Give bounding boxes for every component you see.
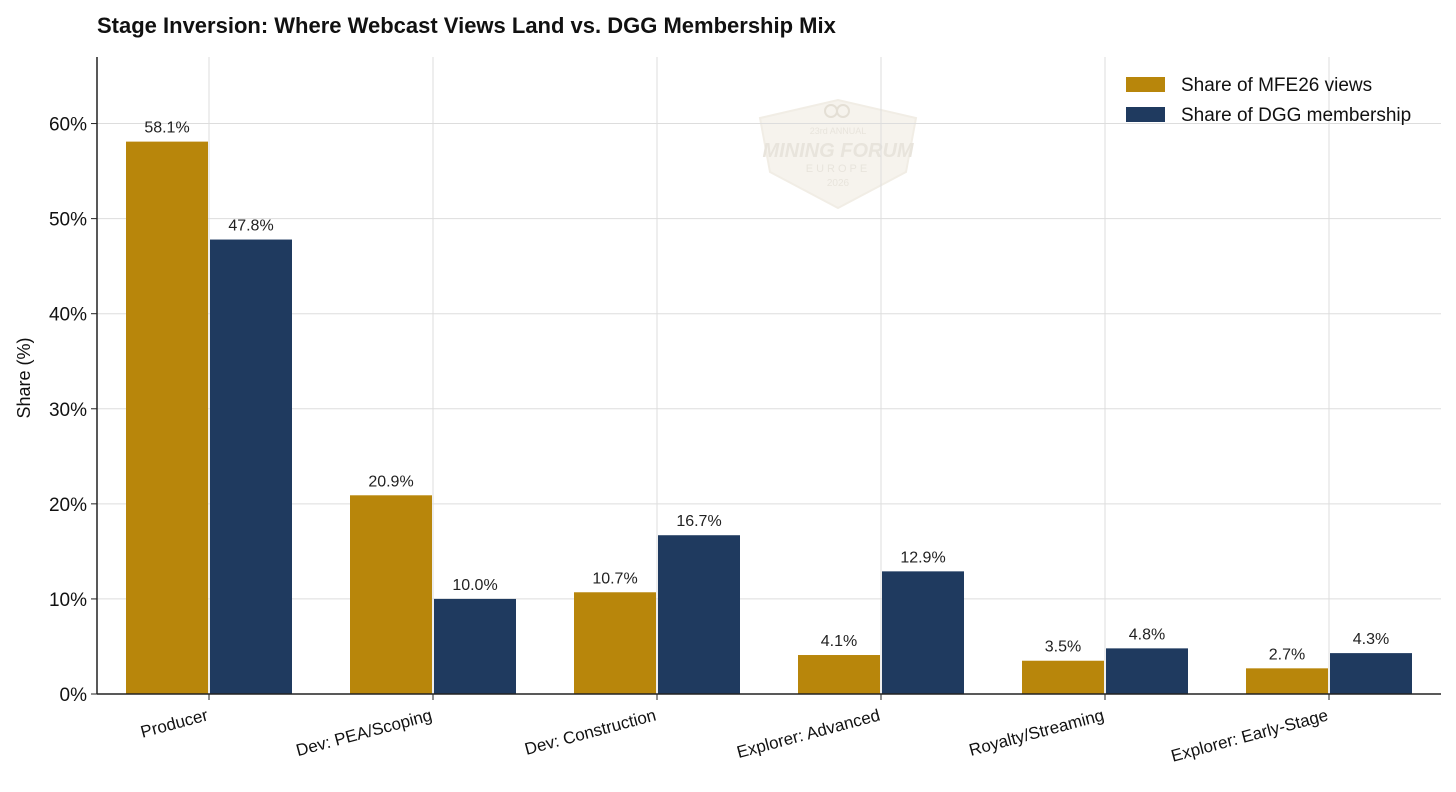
x-tick-label: Royalty/Streaming xyxy=(967,706,1106,760)
bars-layer xyxy=(126,141,1412,695)
data-label: 58.1% xyxy=(144,120,189,137)
bar-membership xyxy=(882,571,964,694)
data-label: 47.8% xyxy=(228,218,273,235)
data-label: 20.9% xyxy=(368,473,413,490)
data-label: 16.7% xyxy=(676,513,721,530)
bar-views xyxy=(126,141,208,694)
data-label: 10.7% xyxy=(592,570,637,587)
data-label: 4.1% xyxy=(821,633,857,650)
bar-membership xyxy=(1330,653,1412,694)
bar-views xyxy=(1022,660,1104,694)
data-label: 4.3% xyxy=(1353,631,1389,648)
grid-layer xyxy=(97,57,1441,694)
x-tick-label: Dev: PEA/Scoping xyxy=(294,706,434,761)
y-tick-label: 0% xyxy=(60,685,88,706)
legend-label-views: Share of MFE26 views xyxy=(1181,75,1372,96)
data-label: 12.9% xyxy=(900,549,945,566)
x-tick-label: Producer xyxy=(138,705,210,741)
y-tick-label: 10% xyxy=(49,590,87,611)
y-tick-label: 50% xyxy=(49,210,87,231)
data-label: 4.8% xyxy=(1129,626,1165,643)
x-tick-label: Explorer: Early-Stage xyxy=(1169,706,1330,766)
legend: Share of MFE26 views Share of DGG member… xyxy=(1126,75,1411,126)
watermark-line4: 2026 xyxy=(827,178,850,189)
bar-views xyxy=(574,592,656,694)
watermark-line1: 23rd ANNUAL xyxy=(810,126,867,136)
bar-views xyxy=(350,495,432,694)
bar-membership xyxy=(658,535,740,694)
x-tick-label: Dev: Construction xyxy=(523,706,658,759)
y-tick-label: 20% xyxy=(49,495,87,516)
bar-membership xyxy=(210,239,292,695)
data-label: 10.0% xyxy=(452,577,497,594)
bar-membership xyxy=(434,598,516,694)
watermark-logo: 23rd ANNUAL MINING FORUM EUROPE 2026 xyxy=(758,98,918,210)
chart-title: Stage Inversion: Where Webcast Views Lan… xyxy=(97,13,837,38)
y-tick-label: 30% xyxy=(49,400,87,421)
legend-label-membership: Share of DGG membership xyxy=(1181,105,1411,126)
data-label: 2.7% xyxy=(1269,646,1305,663)
y-tick-label: 40% xyxy=(49,305,87,326)
x-tick-label: Explorer: Advanced xyxy=(735,706,882,763)
data-label: 3.5% xyxy=(1045,639,1081,656)
bar-membership xyxy=(1106,648,1188,694)
bar-views xyxy=(798,655,880,694)
y-tick-label: 60% xyxy=(49,115,87,136)
y-axis-label: Share (%) xyxy=(14,337,34,418)
legend-swatch-views xyxy=(1126,77,1165,92)
watermark-line2: MINING FORUM xyxy=(762,140,914,162)
watermark-line3: EUROPE xyxy=(806,163,870,175)
legend-swatch-membership xyxy=(1126,107,1165,122)
bar-views xyxy=(1246,668,1328,694)
labels-layer: 58.1% 47.8% 20.9% 10.0% 10.7% 16.7% 4.1% 12.9% 3… xyxy=(144,120,1389,664)
